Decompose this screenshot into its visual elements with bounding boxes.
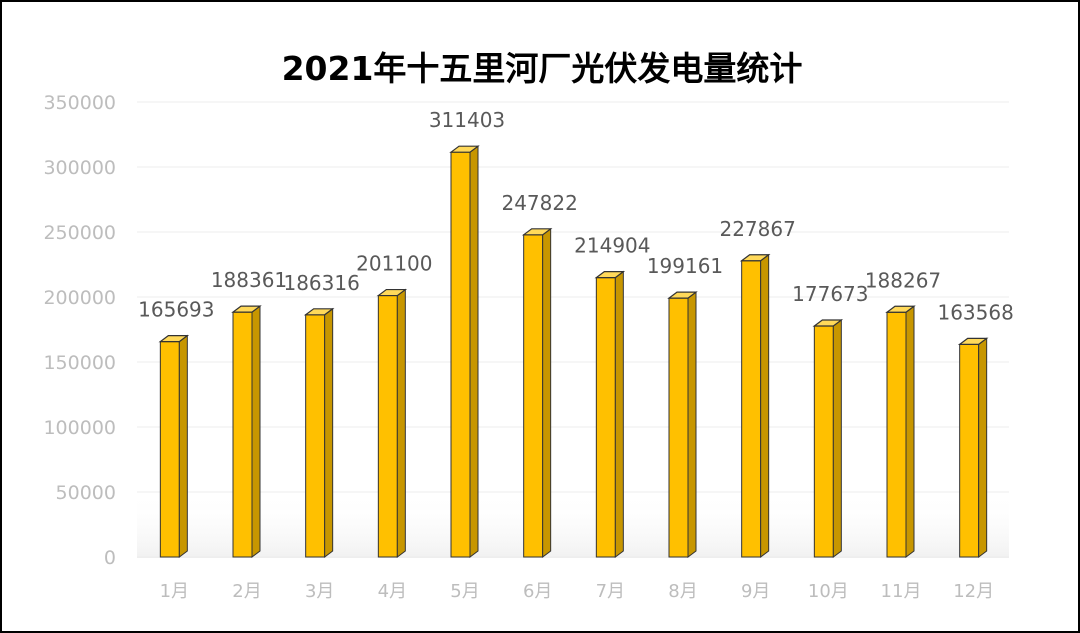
bar-front-face	[159, 341, 180, 558]
x-tick-label: 7月	[596, 581, 625, 602]
bar	[812, 319, 844, 558]
y-tick-label: 0	[104, 547, 116, 569]
bar-top-face	[885, 305, 916, 313]
bar	[739, 253, 771, 558]
data-label: 188361	[211, 268, 287, 292]
bar-top-face	[449, 145, 480, 153]
x-tick-label: 1月	[160, 581, 189, 602]
y-tick-label: 300000	[43, 157, 116, 179]
bar-top-face	[667, 291, 698, 299]
bar-front-face	[668, 297, 689, 558]
data-label: 311403	[429, 108, 505, 132]
bar-top-face	[739, 254, 771, 262]
bar-front-face	[741, 260, 762, 558]
data-label: 163568	[937, 300, 1013, 324]
bar	[449, 145, 480, 558]
bar-side-face	[396, 288, 406, 558]
bar-top-face	[158, 334, 190, 343]
bar	[594, 270, 626, 558]
bar-front-face	[232, 311, 253, 558]
x-tick-label: 4月	[378, 581, 407, 602]
bar-side-face	[324, 307, 334, 558]
data-label: 165693	[138, 298, 214, 322]
bar-side-face	[251, 305, 261, 558]
x-tick-label: 9月	[741, 581, 770, 602]
bar-front-face	[959, 343, 980, 558]
bar	[231, 305, 262, 558]
data-label: 188267	[865, 268, 941, 292]
floor-shadow	[137, 492, 1009, 558]
y-tick-label: 50000	[56, 482, 116, 504]
x-tick-label: 6月	[523, 581, 552, 602]
bar	[521, 227, 553, 558]
bar	[376, 288, 408, 558]
bar-side-face	[978, 337, 988, 558]
data-label: 247822	[501, 191, 577, 215]
bar	[303, 307, 335, 558]
y-tick-label: 350000	[43, 92, 116, 114]
y-tick-label: 200000	[43, 287, 116, 309]
bar-top-face	[521, 228, 553, 236]
x-tick-label: 8月	[668, 581, 697, 602]
y-tick-label: 250000	[43, 222, 116, 244]
bar-side-face	[178, 334, 188, 558]
bar	[957, 337, 989, 558]
bar-front-face	[523, 234, 544, 558]
data-label: 199161	[647, 254, 723, 278]
bar-top-face	[303, 308, 335, 316]
bar-top-face	[376, 288, 408, 297]
data-label: 214904	[574, 234, 650, 258]
data-label: 177673	[792, 282, 868, 306]
x-tick-label: 10月	[808, 581, 849, 602]
data-label: 201100	[356, 252, 432, 276]
data-label: 227867	[719, 217, 795, 241]
bar-side-face	[469, 145, 479, 558]
bar-front-face	[886, 311, 907, 558]
bar	[885, 305, 916, 558]
data-label: 186316	[283, 271, 359, 295]
bar-front-face	[595, 277, 616, 558]
y-tick-label: 100000	[43, 417, 116, 439]
chart-title: 2021年十五里河厂光伏发电量统计	[281, 49, 803, 88]
bar-front-face	[450, 151, 471, 558]
bar-top-face	[594, 271, 626, 279]
y-tick-label: 150000	[43, 352, 116, 374]
x-tick-label: 3月	[305, 581, 334, 602]
bar	[158, 334, 190, 558]
bar-front-face	[377, 295, 398, 558]
x-tick-label: 2月	[232, 581, 261, 602]
bar-front-face	[813, 325, 834, 558]
bar-side-face	[905, 305, 915, 558]
x-tick-label: 5月	[450, 581, 479, 602]
bar-top-face	[957, 337, 989, 345]
x-tick-label: 12月	[953, 581, 994, 602]
bar-side-face	[614, 270, 624, 558]
bar-top-face	[812, 319, 844, 327]
bar-side-face	[687, 291, 697, 558]
x-tick-label: 11月	[881, 581, 922, 602]
bar-side-face	[542, 227, 552, 558]
bar-top-face	[231, 305, 262, 313]
bar	[667, 291, 698, 558]
bar-front-face	[305, 314, 326, 558]
bar-side-face	[832, 319, 842, 558]
bar-side-face	[760, 253, 770, 558]
